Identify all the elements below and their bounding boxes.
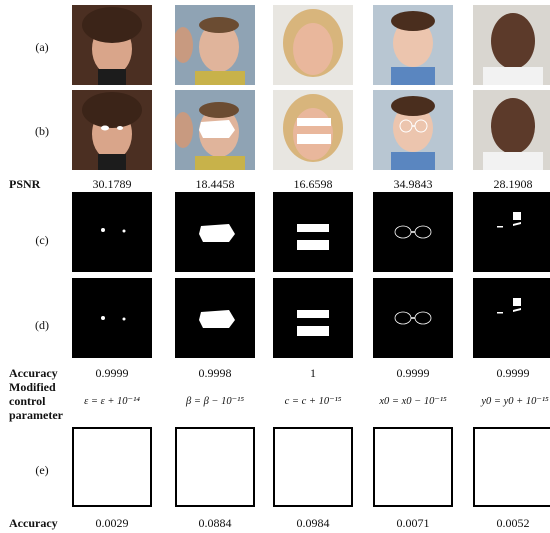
recovered-mask-1 xyxy=(72,278,152,358)
accuracy-e-label: Accuracy xyxy=(9,516,58,530)
row-label-a: (a) xyxy=(35,40,49,54)
modified-param-1: ε = ε + 10⁻¹⁴ xyxy=(84,396,140,407)
masked-image-2 xyxy=(175,90,255,170)
accuracy-e-value-2: 0.0884 xyxy=(198,516,232,530)
modified-param-4: x0 = x0 − 10⁻¹⁵ xyxy=(379,396,447,407)
psnr-value-3: 16.6598 xyxy=(293,177,333,191)
modified-param-5: y0 = y0 + 10⁻¹⁵ xyxy=(481,396,549,407)
mask-image-1 xyxy=(72,192,152,272)
recovered-mask-4 xyxy=(373,278,453,358)
modified-label: Modified xyxy=(9,380,56,394)
masked-image-4 xyxy=(373,90,453,170)
recovered-mask-2 xyxy=(175,278,255,358)
masked-image-3 xyxy=(273,90,353,170)
row-label-c: (c) xyxy=(35,233,49,247)
failed-mask-1 xyxy=(72,427,152,507)
psnr-value-2: 18.4458 xyxy=(195,177,235,191)
face-image-4 xyxy=(373,5,453,85)
accuracy-value-1: 0.9999 xyxy=(95,366,129,380)
psnr-label: PSNR xyxy=(9,177,41,191)
recovered-mask-3 xyxy=(273,278,353,358)
accuracy-label: Accuracy xyxy=(9,366,58,380)
row-label-b: (b) xyxy=(35,124,49,138)
psnr-value-5: 28.1908 xyxy=(493,177,533,191)
masked-image-1 xyxy=(72,90,152,170)
accuracy-value-2: 0.9998 xyxy=(198,366,232,380)
failed-mask-3 xyxy=(273,427,353,507)
face-image-2 xyxy=(175,5,255,85)
modified-param-2: β = β − 10⁻¹⁵ xyxy=(186,396,244,407)
mask-image-4 xyxy=(373,192,453,272)
masked-image-5 xyxy=(473,90,550,170)
failed-mask-2 xyxy=(175,427,255,507)
row-label-d: (d) xyxy=(35,318,49,332)
accuracy-e-value-4: 0.0071 xyxy=(396,516,430,530)
mask-image-2 xyxy=(175,192,255,272)
modified-param-3: c = c + 10⁻¹⁵ xyxy=(284,396,342,407)
face-image-3 xyxy=(273,5,353,85)
accuracy-value-4: 0.9999 xyxy=(396,366,430,380)
psnr-value-1: 30.1789 xyxy=(92,177,132,191)
accuracy-e-value-3: 0.0984 xyxy=(296,516,330,530)
accuracy-e-value-5: 0.0052 xyxy=(496,516,530,530)
parameter-label: parameter xyxy=(9,408,63,422)
mask-image-3 xyxy=(273,192,353,272)
face-image-1 xyxy=(72,5,152,85)
mask-image-5 xyxy=(473,192,550,272)
face-image-5 xyxy=(473,5,550,85)
accuracy-value-5: 0.9999 xyxy=(496,366,530,380)
accuracy-value-3: 1 xyxy=(310,366,316,380)
recovered-mask-5 xyxy=(473,278,550,358)
failed-mask-4 xyxy=(373,427,453,507)
control-label: control xyxy=(9,394,46,408)
psnr-value-4: 34.9843 xyxy=(393,177,433,191)
row-label-e: (e) xyxy=(35,463,49,477)
failed-mask-5 xyxy=(473,427,550,507)
accuracy-e-value-1: 0.0029 xyxy=(95,516,129,530)
